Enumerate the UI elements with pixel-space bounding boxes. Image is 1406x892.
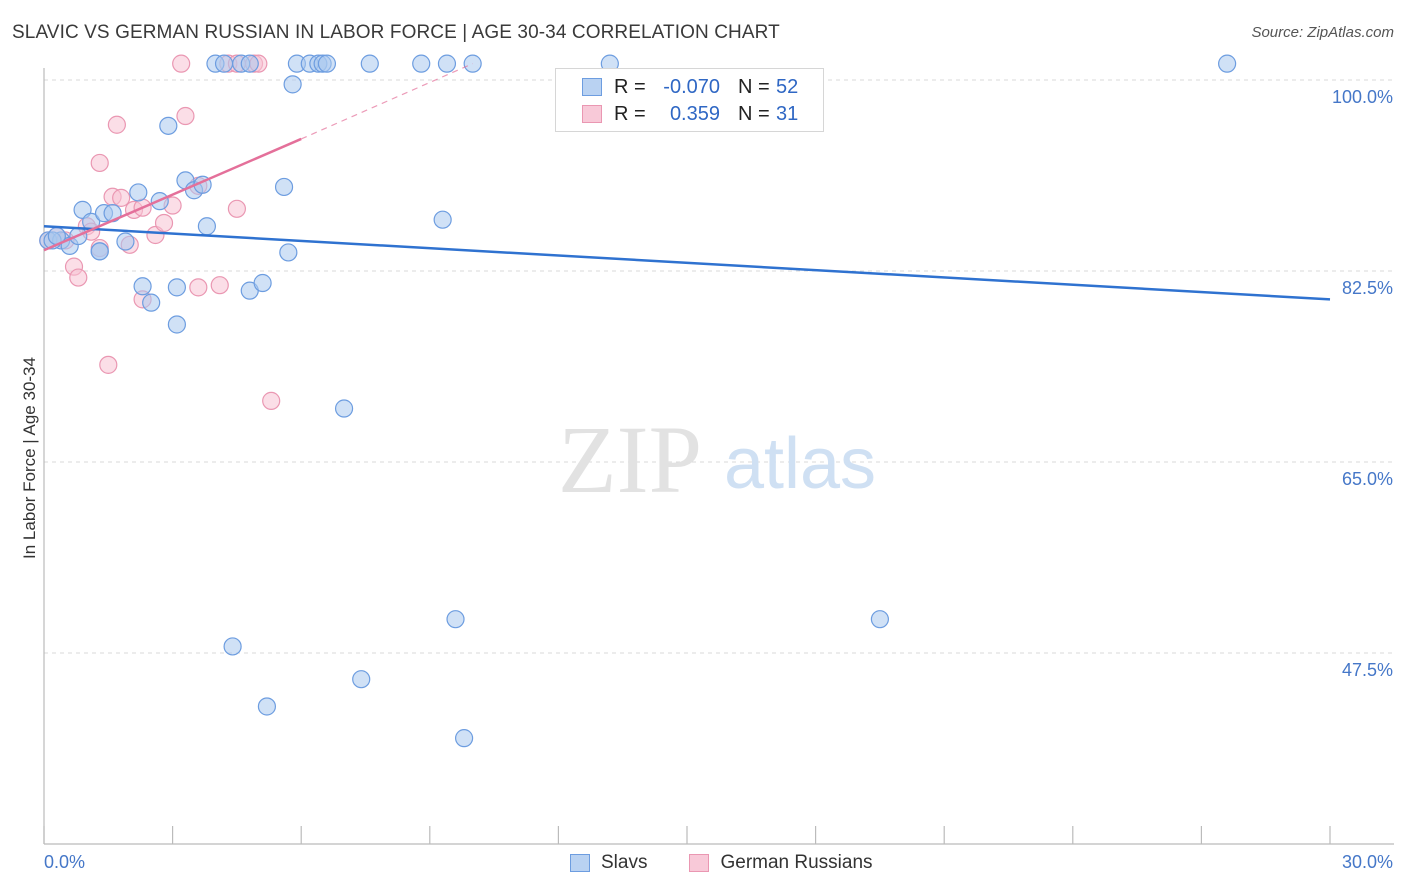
german-russians-legend-swatch (689, 854, 710, 872)
slavs-point-47 (870, 610, 890, 629)
german-russians-point-8 (90, 153, 109, 173)
german-russians-trend-line (43, 137, 302, 252)
german-russians-n-value: 31 (776, 102, 799, 125)
trend-lines (43, 63, 1331, 301)
slavs-point-11 (133, 277, 152, 296)
axes (43, 68, 1394, 845)
german-russians-swatch (582, 105, 602, 123)
slavs-point-10 (129, 183, 148, 202)
source-label: Source: ZipAtlas.com (1251, 24, 1394, 41)
slavs-point-44 (454, 729, 474, 748)
y-axis-label: In Labor Force | Age 30-34 (20, 357, 39, 559)
chart-title: SLAVIC VS GERMAN RUSSIAN IN LABOR FORCE … (12, 22, 780, 43)
slavs-point-48 (1218, 54, 1237, 73)
slavs-point-23 (223, 637, 242, 656)
tick-labels: 100.0% 82.5% 65.0% 47.5% (1332, 87, 1393, 680)
german-russians-point-23 (189, 278, 208, 297)
german-russians-point-27 (227, 199, 246, 218)
correlation-legend: R = -0.070 N = 52 R = 0.359 N = 31 (555, 68, 824, 132)
german-russians-point-9 (99, 355, 118, 374)
slavs-r-value: -0.070 (663, 75, 720, 98)
slavs-point-43 (446, 610, 465, 629)
slavs-point-14 (159, 116, 178, 135)
german-russians-point-20 (172, 54, 191, 73)
german-russians-point-12 (112, 188, 131, 207)
slavs-point-20 (197, 217, 216, 236)
german-russians-r-value: 0.359 (669, 102, 720, 125)
slavs-point-28 (257, 697, 277, 716)
slavs-point-31 (283, 75, 302, 94)
slavs-point-38 (352, 670, 371, 689)
slavs-point-15 (167, 278, 186, 297)
legend-row-german-russians: R = 0.359 N = 31 (556, 101, 798, 127)
slavs-points (39, 54, 1237, 748)
german-russians-r-label: R = (614, 102, 646, 125)
slavs-point-25 (240, 54, 259, 73)
slavs-point-16 (167, 315, 186, 334)
slavs-legend-swatch (570, 854, 590, 872)
german-russians-point-18 (154, 213, 174, 233)
german-russians-legend-label: German Russians (720, 852, 873, 873)
slavs-point-40 (412, 54, 431, 73)
slavs-n-value: 52 (776, 75, 799, 98)
legend-row-slavs: R = -0.070 N = 52 (556, 74, 798, 100)
y-tick-label-0: 100.0% (1332, 87, 1393, 107)
slavs-point-37 (334, 399, 354, 418)
slavs-point-39 (360, 54, 379, 73)
german-russians-point-30 (262, 391, 281, 410)
y-tick-label-3: 47.5% (1342, 660, 1393, 680)
german-russians-trend-extension (300, 63, 473, 140)
slavs-point-9 (116, 232, 135, 251)
slavs-n-label: N = (738, 75, 770, 98)
x-axis-min-label: 0.0% (44, 852, 86, 872)
slavs-point-27 (253, 273, 272, 293)
watermark-atlas: atlas (724, 424, 876, 504)
german-russians-point-24 (210, 276, 229, 295)
german-russians-point-21 (176, 106, 195, 126)
slavs-point-41 (433, 210, 452, 229)
series-legend: Slavs German Russians (570, 852, 873, 874)
y-tick-label-1: 82.5% (1342, 278, 1393, 298)
slavs-trend-line (43, 225, 1331, 301)
slavs-point-29 (274, 177, 294, 197)
german-russians-point-11 (107, 115, 126, 134)
slavs-point-30 (279, 243, 298, 262)
german-russians-n-label: N = (738, 102, 770, 125)
y-tick-label-2: 65.0% (1342, 469, 1393, 489)
slavs-legend-label: Slavs (601, 852, 648, 873)
slavs-point-36 (317, 54, 337, 73)
slavs-point-42 (437, 54, 457, 73)
x-axis-max-label: 30.0% (1341, 852, 1393, 872)
watermark-zip: ZIP (558, 406, 702, 513)
slavs-r-label: R = (614, 75, 646, 98)
grid (44, 79, 1394, 654)
german-russians-point-4 (69, 268, 88, 287)
slavs-point-12 (142, 293, 161, 312)
slavs-point-22 (214, 54, 234, 73)
slavs-point-51 (90, 242, 109, 261)
slavs-swatch (582, 78, 602, 96)
